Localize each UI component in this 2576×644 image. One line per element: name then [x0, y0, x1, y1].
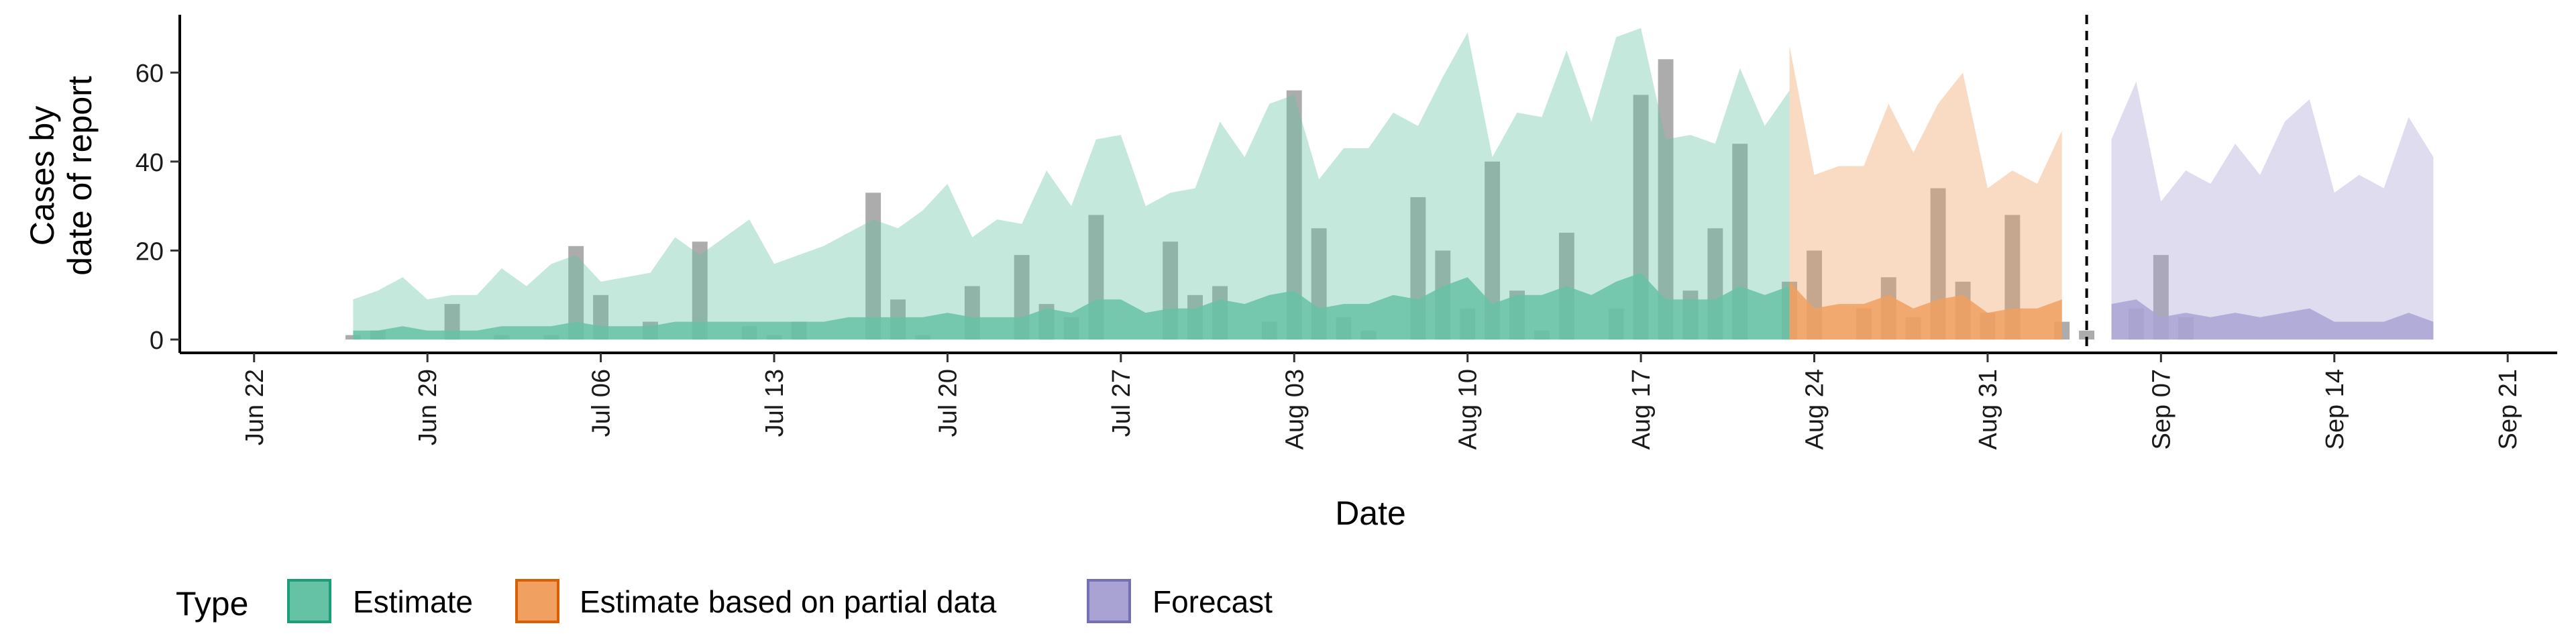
reported-cases-bar: [2004, 215, 2021, 340]
x-tick-label: Jul 06: [588, 369, 616, 437]
x-axis: Jun 22 Jun 29 Jul 06 Jul 13 Jul 20 Jul 27 Aug …: [180, 352, 2557, 449]
legend-swatch-forecast: [1087, 579, 1131, 623]
y-tick-label: 20: [136, 237, 164, 266]
estimate-inner-band: [353, 272, 1790, 340]
legend-item-forecast: Forecast: [1087, 579, 1273, 623]
legend-label-forecast: Forecast: [1152, 584, 1273, 619]
x-tick-label: Jul 13: [761, 369, 789, 437]
legend-item-estimate: Estimate: [287, 579, 473, 623]
legend-swatch-partial: [515, 579, 559, 623]
forecast-outer-band: [2111, 81, 2434, 340]
x-tick-label: Aug 10: [1454, 369, 1483, 449]
reported-cases-bar: [1658, 59, 1674, 340]
x-tick-label: Jun 29: [414, 369, 442, 445]
forecast-inner-band: [2111, 299, 2434, 340]
x-tick-label: Sep 07: [2147, 369, 2176, 449]
reported-cases-bar: [568, 246, 584, 340]
legend-title: Type: [176, 585, 248, 623]
legend-label-partial: Estimate based on partial data: [580, 584, 997, 619]
x-tick-label: Jul 20: [934, 369, 962, 437]
estimate-based-on-partial-data-outer-band: [1789, 46, 2062, 340]
x-tick-label: Sep 21: [2494, 369, 2522, 449]
reported-cases-bar: [1485, 161, 1500, 340]
estimate-areas: [353, 28, 2434, 340]
y-axis-title-line-2: date of report: [61, 76, 99, 276]
legend: Type Estimate Estimate based on partial …: [176, 579, 1273, 623]
x-tick-label: Aug 03: [1281, 369, 1309, 449]
estimate-outer-band: [353, 28, 1790, 340]
y-axis: 0 20 40 60: [136, 15, 181, 355]
legend-item-partial: Estimate based on partial data: [515, 579, 997, 623]
legend-swatch-estimate: [287, 579, 331, 623]
y-tick-label: 0: [150, 327, 164, 355]
x-tick-label: Sep 14: [2321, 369, 2349, 449]
plot-area: [345, 15, 2434, 353]
y-axis-title-line-1: Cases by: [23, 106, 61, 246]
y-tick-label: 60: [136, 60, 164, 88]
legend-label-estimate: Estimate: [353, 584, 473, 619]
x-tick-label: Aug 17: [1627, 369, 1656, 449]
reported-cases-bar: [1286, 90, 1302, 340]
x-axis-title: Date: [1335, 494, 1406, 532]
reported-cases-bar: [692, 241, 708, 340]
y-axis-title: Cases by date of report: [23, 76, 99, 276]
reported-cases-bar: [865, 193, 881, 340]
reported-cases-bar: [2079, 330, 2094, 340]
x-tick-label: Jun 22: [241, 369, 269, 445]
estimate-based-on-partial-data-inner-band: [1789, 281, 2062, 340]
y-tick-label: 40: [136, 149, 164, 177]
x-tick-label: Jul 27: [1108, 369, 1136, 437]
x-tick-label: Aug 31: [1974, 369, 2002, 449]
x-tick-label: Aug 24: [1801, 369, 1829, 449]
